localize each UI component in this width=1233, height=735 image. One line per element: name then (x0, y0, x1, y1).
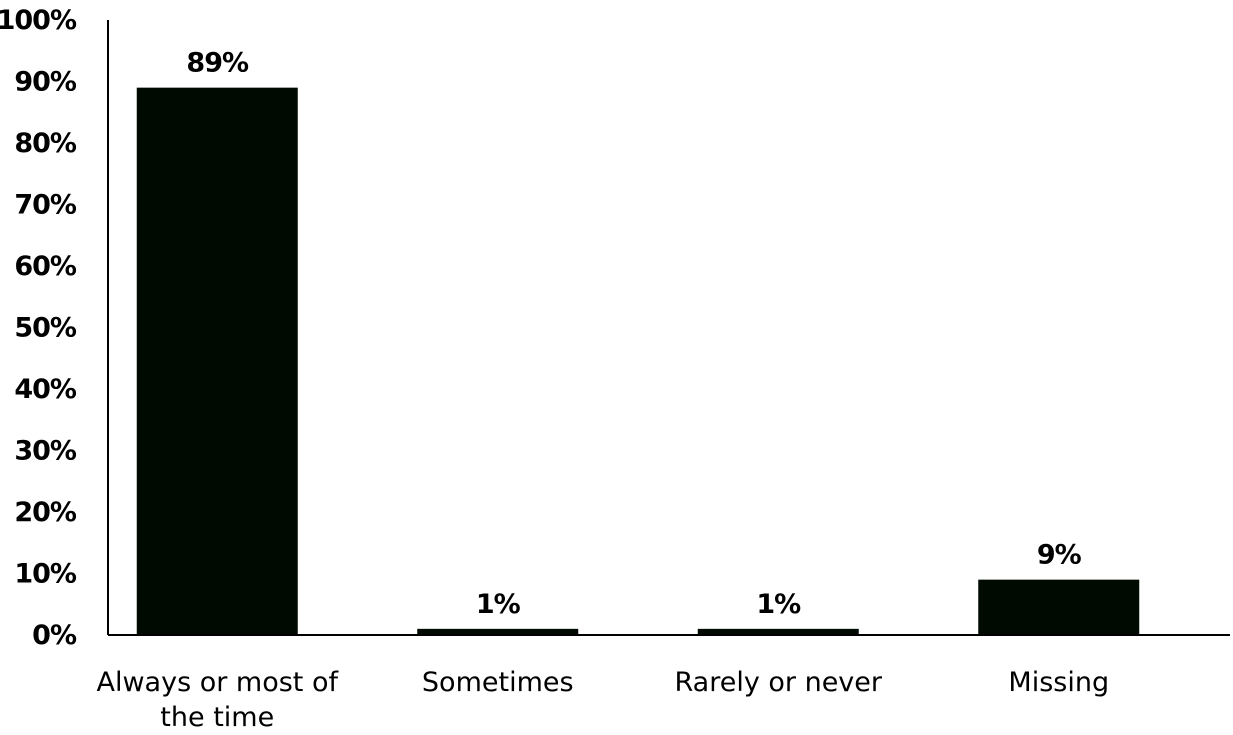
y-tick-label: 70% (14, 190, 77, 221)
bar (978, 579, 1140, 635)
y-tick-label: 80% (14, 128, 77, 159)
y-tick-label: 60% (14, 251, 77, 282)
y-tick-label: 50% (14, 313, 77, 344)
data-label: 1% (756, 589, 801, 620)
x-category-label: Sometimes (422, 667, 574, 698)
y-tick-label: 90% (14, 67, 77, 98)
x-category-label: Always or most of (96, 667, 339, 698)
bar (697, 628, 859, 635)
y-tick-label: 40% (14, 374, 77, 405)
data-label: 89% (186, 48, 249, 79)
x-category-label: Rarely or never (674, 667, 882, 698)
data-label: 9% (1037, 540, 1082, 571)
x-category-label: Missing (1008, 667, 1109, 698)
bar (417, 628, 579, 635)
y-axis-tick-labels: 0% 10% 20% 30% 40% 50% 60% 70% 80% 90% 100% (0, 5, 78, 651)
x-axis-category-labels: Always or most of the time Sometimes Rarely… (96, 667, 1109, 733)
data-labels: 89% 1% 1% 9% (186, 48, 1082, 620)
bar (136, 87, 298, 635)
y-tick-label: 20% (14, 497, 77, 528)
y-tick-label: 30% (14, 436, 77, 467)
x-category-label: the time (160, 702, 274, 733)
y-tick-label: 0% (32, 620, 77, 651)
data-label: 1% (476, 589, 521, 620)
bars (136, 87, 1140, 635)
y-tick-label: 10% (14, 559, 77, 590)
y-tick-label: 100% (0, 5, 77, 36)
